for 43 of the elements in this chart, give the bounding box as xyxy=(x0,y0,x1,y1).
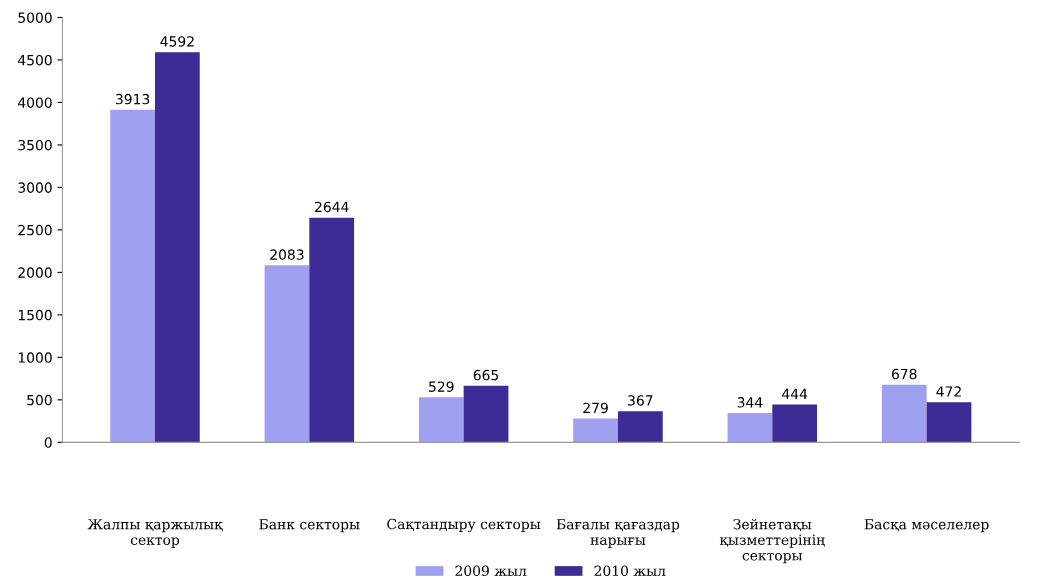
y-tick-label: 2500 xyxy=(18,224,52,236)
bar xyxy=(463,385,509,443)
x-tick-label: Басқа мәселелер xyxy=(864,519,989,533)
y-tick-label: 1500 xyxy=(18,309,52,321)
data-label: 529 xyxy=(429,381,454,392)
bar xyxy=(110,109,155,443)
data-label: 472 xyxy=(936,386,961,397)
y-tick-label: 4500 xyxy=(18,54,52,66)
x-tick-label: Сақтандыру секторы xyxy=(387,518,541,533)
y-tick-label: 5000 xyxy=(18,12,52,23)
bar xyxy=(418,397,464,443)
data-label: 279 xyxy=(583,402,608,414)
data-label: 367 xyxy=(628,395,653,406)
x-tick-label: Бағалы қағаздар нарығы xyxy=(556,519,680,548)
y-tick-label: 2000 xyxy=(18,267,52,278)
y-tick-label: 500 xyxy=(27,394,52,406)
bar xyxy=(264,265,310,443)
data-label: 344 xyxy=(737,397,763,408)
y-tick-label: 3500 xyxy=(18,139,52,151)
legend-label: 2009 жыл xyxy=(455,565,527,577)
bar xyxy=(881,384,927,443)
data-label: 444 xyxy=(782,388,808,399)
y-tick-label: 3000 xyxy=(18,182,52,193)
legend-label: 2010 жыл xyxy=(594,565,666,577)
data-label: 665 xyxy=(473,369,499,381)
data-label: 2083 xyxy=(270,249,304,260)
bar xyxy=(309,217,355,443)
data-label: 2644 xyxy=(315,201,349,213)
data-label: 678 xyxy=(891,368,917,380)
x-tick-label: Зейнетақы қызметтерінің секторы xyxy=(719,518,825,564)
y-tick-label: 1000 xyxy=(18,352,52,363)
x-tick-label: Жалпы қаржылық сектор xyxy=(87,519,223,548)
bar xyxy=(727,413,773,443)
y-tick-label: 4000 xyxy=(18,97,52,108)
bar xyxy=(926,402,972,443)
bar xyxy=(772,404,818,443)
y-tick-label: 0 xyxy=(44,437,52,448)
data-label: 4592 xyxy=(160,36,194,47)
x-tick-label: Банк секторы xyxy=(259,519,360,533)
bar xyxy=(154,52,200,443)
bar xyxy=(617,411,663,443)
data-label: 3913 xyxy=(116,93,150,105)
bar xyxy=(573,418,618,443)
